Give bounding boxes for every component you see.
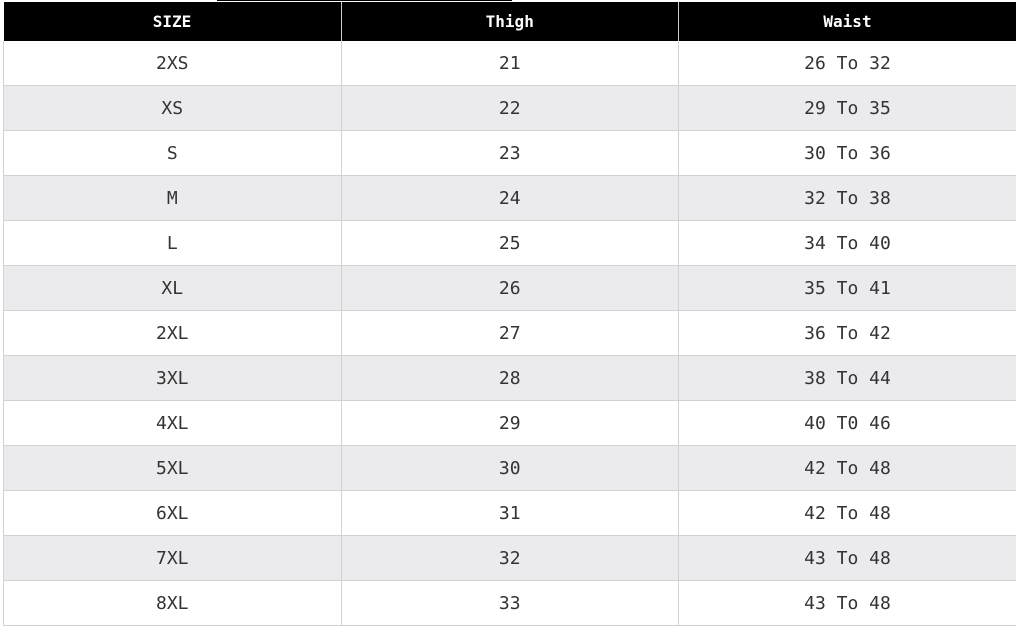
- thigh-cell: 27: [341, 310, 679, 356]
- waist-cell: 42 To 48: [678, 445, 1016, 491]
- waist-cell: 43 To 48: [678, 580, 1016, 626]
- waist-cell: 26 To 32: [678, 41, 1016, 86]
- waist-cell: 35 To 41: [678, 265, 1016, 311]
- size-cell: 4XL: [3, 400, 342, 446]
- size-chart-table: SIZE Thigh Waist 2XS 21 26 To 32 XS 22 29 To …: [3, 2, 1016, 626]
- size-cell: 7XL: [3, 535, 342, 581]
- size-cell: S: [3, 130, 342, 176]
- header-size: SIZE: [3, 2, 342, 41]
- table-row: 3XL 28 38 To 44: [3, 355, 1016, 401]
- waist-cell: 30 To 36: [678, 130, 1016, 176]
- waist-cell: 43 To 48: [678, 535, 1016, 581]
- table-row: 2XS 21 26 To 32: [3, 41, 1016, 86]
- header-waist: Waist: [678, 2, 1016, 41]
- table-row: 4XL 29 40 T0 46: [3, 400, 1016, 446]
- table-row: 2XL 27 36 To 42: [3, 310, 1016, 356]
- size-cell: 2XS: [3, 41, 342, 86]
- waist-cell: 29 To 35: [678, 85, 1016, 131]
- thigh-cell: 29: [341, 400, 679, 446]
- waist-cell: 42 To 48: [678, 490, 1016, 536]
- waist-cell: 32 To 38: [678, 175, 1016, 221]
- size-cell: 2XL: [3, 310, 342, 356]
- thigh-cell: 23: [341, 130, 679, 176]
- thigh-cell: 26: [341, 265, 679, 311]
- thigh-cell: 25: [341, 220, 679, 266]
- thigh-cell: 21: [341, 41, 679, 86]
- table-row: 5XL 30 42 To 48: [3, 445, 1016, 491]
- divider: [217, 0, 512, 1]
- size-cell: XL: [3, 265, 342, 311]
- thigh-cell: 22: [341, 85, 679, 131]
- table-row: M 24 32 To 38: [3, 175, 1016, 221]
- size-cell: 3XL: [3, 355, 342, 401]
- waist-cell: 34 To 40: [678, 220, 1016, 266]
- size-cell: L: [3, 220, 342, 266]
- table-row: L 25 34 To 40: [3, 220, 1016, 266]
- size-cell: 6XL: [3, 490, 342, 536]
- table-row: 6XL 31 42 To 48: [3, 490, 1016, 536]
- table-row: 7XL 32 43 To 48: [3, 535, 1016, 581]
- waist-cell: 36 To 42: [678, 310, 1016, 356]
- table-row: S 23 30 To 36: [3, 130, 1016, 176]
- header-thigh: Thigh: [341, 2, 679, 41]
- waist-cell: 40 T0 46: [678, 400, 1016, 446]
- table-row: XL 26 35 To 41: [3, 265, 1016, 311]
- table-row: XS 22 29 To 35: [3, 85, 1016, 131]
- size-cell: 8XL: [3, 580, 342, 626]
- waist-cell: 38 To 44: [678, 355, 1016, 401]
- thigh-cell: 24: [341, 175, 679, 221]
- thigh-cell: 32: [341, 535, 679, 581]
- header-row: SIZE Thigh Waist: [3, 2, 1016, 41]
- thigh-cell: 28: [341, 355, 679, 401]
- thigh-cell: 31: [341, 490, 679, 536]
- size-cell: XS: [3, 85, 342, 131]
- thigh-cell: 33: [341, 580, 679, 626]
- size-cell: M: [3, 175, 342, 221]
- thigh-cell: 30: [341, 445, 679, 491]
- table-row: 8XL 33 43 To 48: [3, 580, 1016, 626]
- size-cell: 5XL: [3, 445, 342, 491]
